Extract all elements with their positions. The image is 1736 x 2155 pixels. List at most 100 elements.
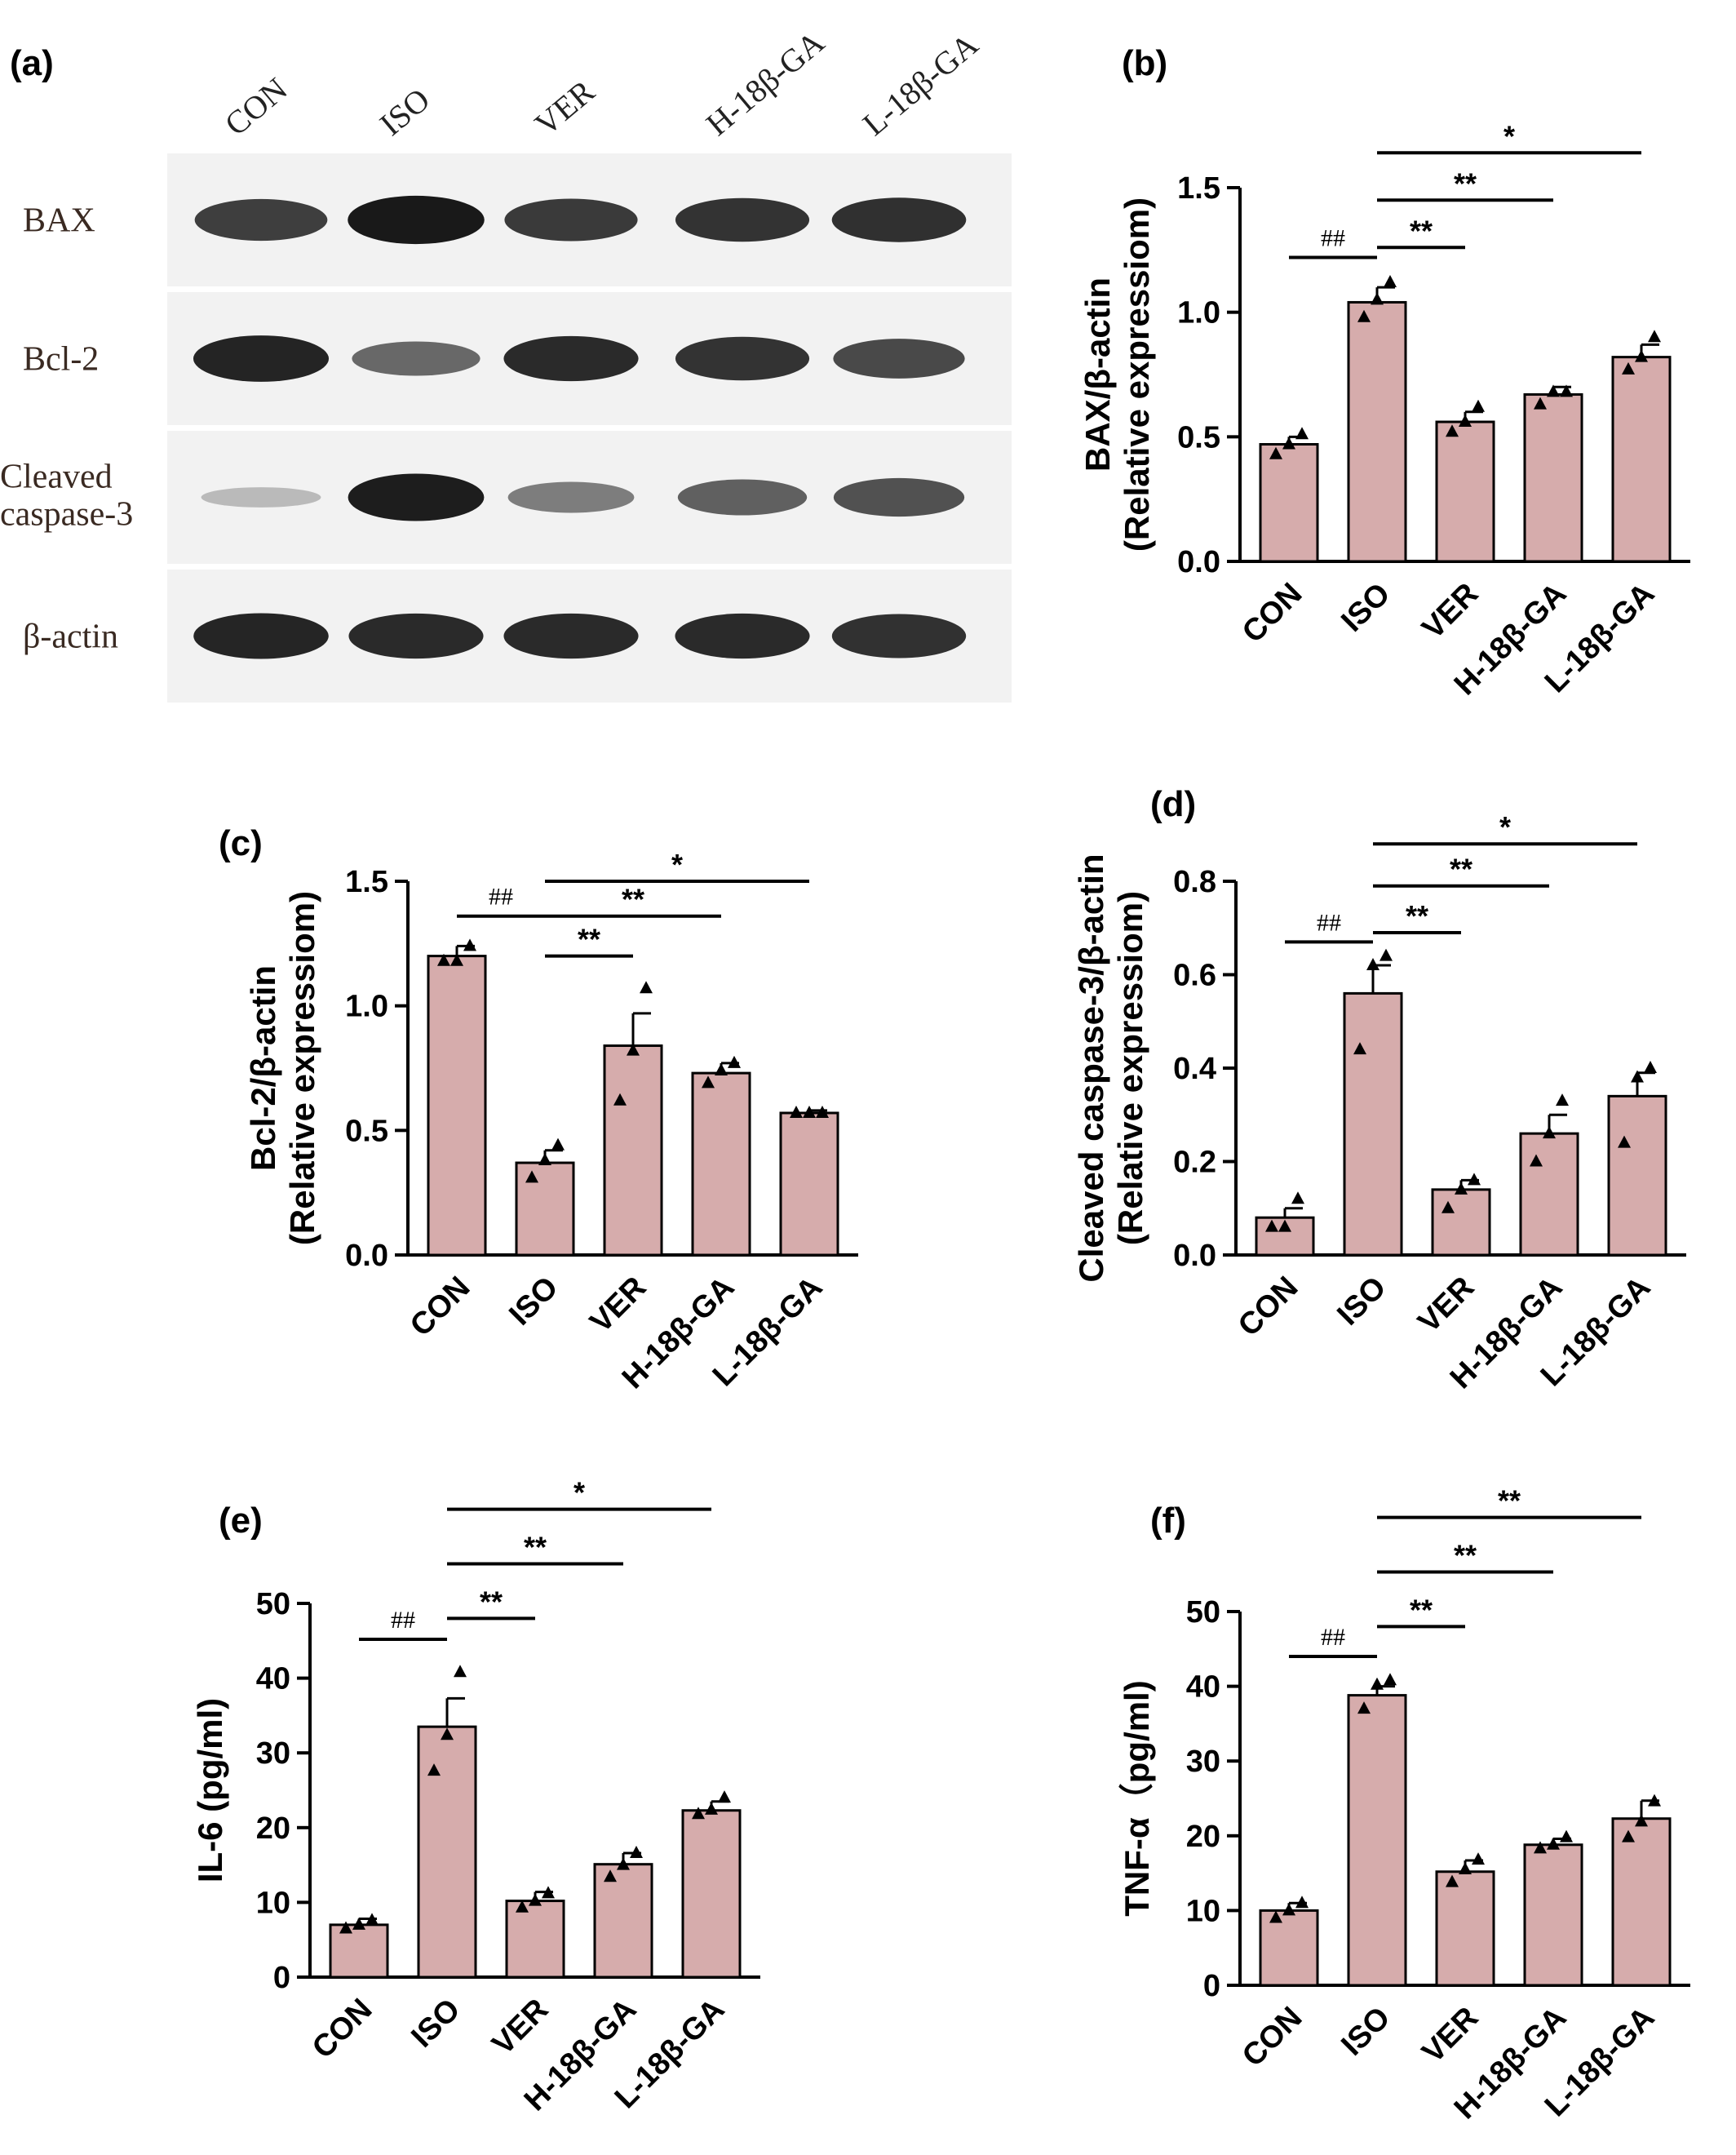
blot-band	[193, 613, 329, 659]
category-label: CON	[1236, 577, 1309, 650]
significance-label: ##	[1317, 909, 1341, 936]
data-point	[1278, 1219, 1291, 1232]
significance-label: **	[1498, 1484, 1521, 1518]
significance-label: **	[1450, 853, 1472, 886]
chart-b: (b) 0.0 0.5 1.0 1.5 BAX/β-actin (Relative expr…	[1078, 43, 1690, 702]
data-point	[352, 1917, 365, 1930]
data-point	[1530, 1154, 1543, 1167]
significance-label: **	[622, 883, 644, 916]
y-tick-label: 1.5	[1177, 171, 1220, 206]
data-point	[1446, 1874, 1459, 1887]
panel-label: (b)	[1122, 43, 1167, 83]
blot-row-label: Bcl-2	[23, 341, 99, 379]
data-point	[551, 1137, 565, 1151]
category-label: VER	[1415, 577, 1485, 646]
bar	[593, 1863, 653, 1979]
data-point	[1648, 1794, 1661, 1807]
blot-band	[503, 613, 639, 659]
data-point	[1560, 384, 1573, 397]
bar	[1347, 1694, 1407, 1987]
data-point	[1472, 1852, 1485, 1865]
blot-band	[507, 481, 635, 513]
chart-d: (d) 0.0 0.2 0.4 0.6 0.8 Cleaved caspase-3/β-ac…	[1072, 784, 1686, 1395]
data-point	[728, 1055, 741, 1068]
panel-label: (f)	[1150, 1501, 1186, 1541]
lane-label: H-18β-GA	[699, 24, 831, 143]
bar	[1435, 1870, 1495, 1987]
y-tick-label: 0.4	[1173, 1052, 1216, 1086]
category-label: CON	[1232, 1270, 1304, 1343]
data-point	[529, 1893, 542, 1906]
data-point	[1468, 1173, 1481, 1186]
blot-band	[833, 477, 965, 517]
data-point	[1622, 1829, 1635, 1842]
y-tick-label: 0.0	[1173, 1239, 1216, 1273]
significance-label: **	[480, 1585, 503, 1618]
y-tick-label: 10	[1186, 1894, 1220, 1928]
chart-c: (c) 0.0 0.5 1.0 1.5 Bcl-2/β-actin (Relative ex…	[219, 823, 858, 1395]
significance-label: ##	[489, 884, 513, 911]
y-tick-label: 40	[1186, 1670, 1220, 1705]
category-label: VER	[1411, 1270, 1481, 1340]
data-point	[441, 1727, 454, 1740]
bar	[1435, 420, 1495, 563]
blot-row-label: BAX	[23, 202, 95, 240]
data-point	[705, 1802, 718, 1815]
y-axis-label: BAX/β-actin	[1078, 277, 1117, 472]
data-point	[1269, 1910, 1282, 1923]
data-point	[1291, 1191, 1304, 1204]
data-point	[1635, 349, 1648, 362]
data-point	[1295, 427, 1309, 440]
y-tick-label: 40	[256, 1662, 290, 1696]
bar	[505, 1900, 565, 1979]
lane-label: CON	[218, 70, 294, 143]
data-point	[630, 1845, 643, 1858]
data-point	[437, 953, 450, 966]
blot-row-label: caspase-3	[0, 496, 133, 534]
bar	[1611, 1817, 1672, 1987]
category-label: VER	[1415, 2001, 1485, 2070]
category-label: CON	[1236, 2001, 1309, 2073]
y-tick-label: 0	[273, 1961, 290, 1995]
y-tick-label: 30	[256, 1736, 290, 1771]
bar	[1523, 1843, 1583, 1987]
y-tick-label: 50	[1186, 1595, 1220, 1630]
data-point	[1622, 361, 1635, 375]
data-point	[1295, 1896, 1309, 1909]
bar	[603, 1044, 663, 1257]
bar	[515, 1161, 575, 1257]
category-label: CON	[306, 1993, 379, 2065]
bar	[1607, 1094, 1667, 1257]
blot-band	[675, 197, 810, 242]
category-label: VER	[485, 1993, 555, 2062]
significance-label: ##	[1321, 224, 1345, 251]
blot-band	[831, 197, 967, 242]
bar	[1259, 442, 1319, 563]
blot-band	[503, 335, 639, 382]
data-point	[542, 1886, 555, 1899]
bar	[1259, 1909, 1319, 1987]
data-point	[1357, 1701, 1371, 1714]
data-point	[1384, 275, 1397, 288]
blot-band	[352, 341, 480, 376]
y-axis-label: IL-6 (pg/ml)	[191, 1698, 229, 1882]
lane-label: VER	[528, 73, 601, 143]
category-label: CON	[404, 1270, 476, 1343]
data-point	[450, 953, 463, 966]
data-point	[516, 1900, 529, 1913]
bar	[329, 1923, 389, 1979]
data-point	[1366, 958, 1380, 971]
blot-band	[504, 198, 638, 242]
data-point	[1265, 1219, 1278, 1232]
data-point	[702, 1075, 715, 1089]
significance-label: **	[1410, 1593, 1433, 1626]
data-point	[1635, 1814, 1648, 1827]
blot-band	[193, 335, 330, 382]
panel-label: (e)	[219, 1501, 263, 1541]
significance-label: *	[1499, 810, 1511, 844]
significance-label: **	[578, 923, 600, 956]
data-point	[1556, 1093, 1569, 1106]
bar	[1431, 1188, 1491, 1257]
